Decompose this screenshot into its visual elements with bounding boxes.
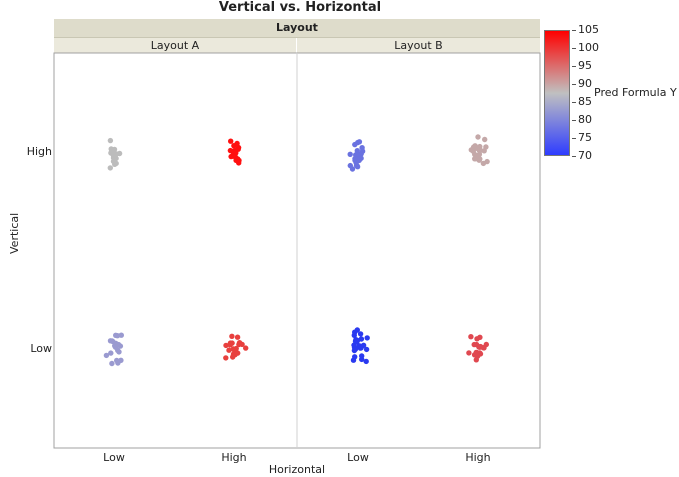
data-point [354, 339, 360, 345]
color-scale-label: 75 [578, 131, 592, 144]
color-scale-label: 95 [578, 59, 592, 72]
data-point [110, 158, 117, 165]
data-point [223, 342, 229, 349]
color-scale-tick [572, 30, 576, 31]
data-point [232, 149, 239, 155]
x-axis-label: Horizontal [268, 463, 326, 476]
data-point [351, 344, 358, 350]
data-point [356, 151, 362, 157]
data-point [228, 138, 234, 144]
data-point [475, 134, 481, 140]
data-point [471, 341, 477, 348]
color-scale-label: 85 [578, 95, 592, 108]
data-point [352, 157, 358, 163]
data-point [476, 157, 482, 163]
data-point [354, 164, 361, 170]
data-point [466, 350, 472, 356]
data-point [481, 148, 487, 154]
x-tick-a-low: Low [103, 451, 125, 464]
color-scale-tick [572, 120, 576, 121]
data-point [358, 345, 364, 351]
data-point [470, 148, 476, 154]
data-point [356, 139, 363, 145]
data-point [472, 156, 478, 162]
data-point [470, 144, 477, 150]
x-tick-b-low: Low [347, 451, 369, 464]
data-point [229, 333, 235, 339]
data-point [229, 340, 235, 346]
data-point [475, 152, 481, 159]
color-scale-tick [572, 156, 576, 157]
color-scale-tick [572, 84, 576, 85]
color-scale-label: 105 [578, 23, 599, 36]
data-point [107, 165, 114, 171]
data-point [109, 360, 115, 367]
data-point [116, 150, 123, 157]
data-point [230, 346, 237, 352]
color-scale-label: 100 [578, 41, 599, 54]
color-scale-title: Pred Formula Y [594, 86, 677, 99]
data-point [223, 355, 229, 361]
panel-header-layout-b: Layout B [297, 38, 540, 53]
data-point [239, 341, 245, 348]
data-point [115, 360, 121, 366]
color-scale-tick [572, 48, 576, 49]
group-header: Layout [54, 19, 540, 38]
data-point [482, 136, 488, 143]
data-point [477, 343, 484, 350]
data-point [231, 143, 237, 149]
data-point [351, 332, 357, 338]
data-point [474, 336, 480, 342]
panel-header-layout-a: Layout A [54, 38, 296, 53]
x-tick-b-high: High [465, 451, 491, 464]
data-point [363, 346, 370, 353]
color-scale-tick [572, 138, 576, 139]
color-scale-label: 70 [578, 149, 592, 162]
color-scale-tick [572, 102, 576, 103]
data-point [356, 157, 362, 163]
y-tick-low: Low [30, 342, 52, 355]
data-point [357, 331, 364, 337]
data-point [103, 352, 110, 359]
data-point [235, 157, 241, 163]
chart-title: Vertical vs. Horizontal [218, 0, 382, 15]
data-point [473, 349, 479, 356]
data-point [108, 350, 114, 356]
data-point [226, 347, 232, 353]
data-point [347, 151, 353, 157]
data-point [468, 334, 474, 340]
data-point [109, 338, 116, 345]
data-point [110, 152, 116, 158]
data-point [114, 333, 121, 339]
points-layer [103, 134, 490, 367]
y-axis-label: Vertical [8, 212, 21, 254]
color-scale-bar [544, 30, 570, 156]
data-point [484, 158, 490, 165]
data-point [230, 351, 237, 357]
data-point [235, 350, 241, 356]
color-scale-tick [572, 66, 576, 67]
color-scale-label: 90 [578, 77, 592, 90]
data-point [363, 358, 369, 365]
data-point [349, 166, 356, 172]
data-point [359, 353, 365, 359]
data-point [243, 345, 249, 351]
data-point [354, 327, 360, 333]
data-point [115, 341, 122, 348]
x-tick-a-high: High [221, 451, 247, 464]
y-tick-high: High [26, 145, 52, 158]
data-point [359, 145, 365, 151]
data-point [234, 334, 241, 340]
color-scale-label: 80 [578, 113, 592, 126]
data-point [107, 137, 114, 144]
data-point [116, 349, 122, 355]
data-point [350, 357, 357, 363]
data-point [364, 335, 370, 341]
